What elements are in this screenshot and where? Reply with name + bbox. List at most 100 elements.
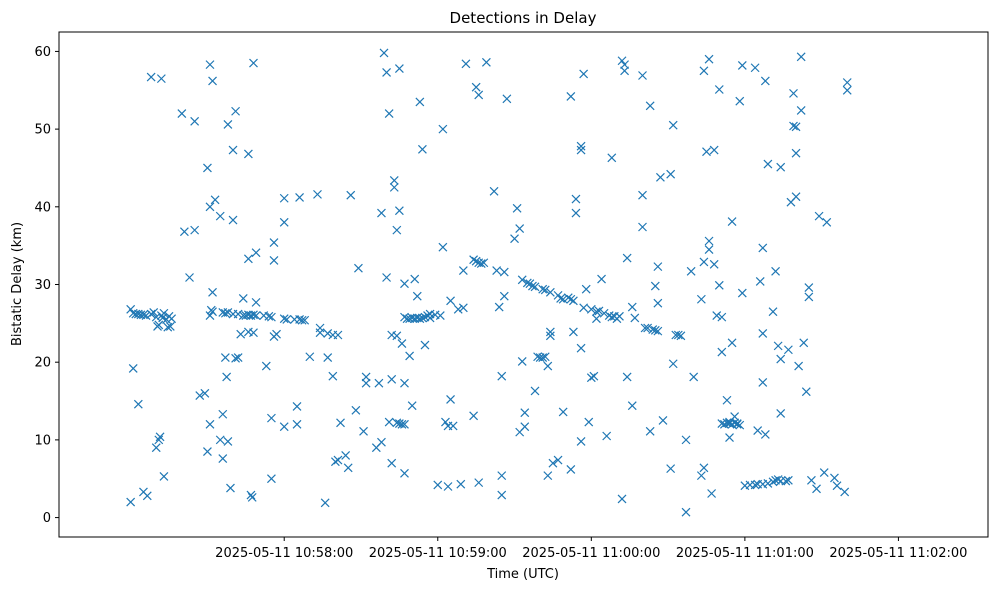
data-point <box>151 443 161 453</box>
data-point <box>300 315 310 325</box>
data-point <box>438 242 448 252</box>
data-point <box>643 323 653 333</box>
data-point <box>622 253 632 263</box>
data-point <box>563 293 573 303</box>
data-point <box>597 274 606 284</box>
data-point <box>441 417 450 427</box>
data-point <box>333 330 343 340</box>
data-point <box>146 309 156 319</box>
data-point <box>686 266 696 276</box>
data-point <box>323 329 333 338</box>
data-point <box>141 311 151 321</box>
data-point <box>725 433 734 442</box>
data-point <box>622 372 632 382</box>
data-point <box>206 305 216 315</box>
data-point <box>394 64 404 73</box>
data-point <box>343 463 353 473</box>
data-point <box>236 329 246 339</box>
data-point <box>392 225 402 235</box>
data-point <box>156 74 166 84</box>
data-point <box>627 302 637 312</box>
data-point <box>292 402 302 411</box>
data-point <box>681 435 691 445</box>
data-point <box>313 189 322 199</box>
data-point <box>481 57 491 67</box>
data-point <box>359 426 368 436</box>
data-point <box>666 169 676 179</box>
data-point <box>315 323 325 333</box>
data-point <box>190 225 200 235</box>
data-point <box>126 497 136 507</box>
data-point <box>568 327 578 337</box>
data-point <box>579 69 589 79</box>
data-point <box>497 371 507 381</box>
data-point <box>699 463 709 473</box>
data-point <box>458 303 468 313</box>
data-point <box>249 58 258 68</box>
data-point <box>717 347 727 357</box>
data-point <box>382 273 392 282</box>
data-point <box>415 314 425 324</box>
data-point <box>251 311 261 321</box>
data-point <box>709 259 719 269</box>
data-point <box>702 147 711 157</box>
data-point <box>412 291 422 301</box>
plot-area: 2025-05-11 10:58:00 2025-05-11 10:59:00 20… <box>34 31 989 561</box>
data-point <box>203 447 212 456</box>
data-point <box>592 314 601 324</box>
data-point <box>264 311 274 321</box>
data-point <box>791 148 801 158</box>
x-tick-label: 2025-05-11 11:00:00 <box>522 546 660 561</box>
data-point <box>377 208 386 218</box>
data-point <box>566 294 576 304</box>
data-point <box>471 256 481 266</box>
data-point <box>584 417 594 427</box>
data-point <box>804 283 814 293</box>
data-point <box>251 248 261 258</box>
data-point <box>233 353 243 362</box>
data-point <box>210 195 220 205</box>
data-point <box>645 101 655 111</box>
data-point <box>279 193 289 203</box>
data-point <box>543 471 553 481</box>
data-point <box>249 328 258 338</box>
data-points <box>126 48 852 517</box>
data-point <box>154 320 164 330</box>
data-point <box>630 313 640 323</box>
data-point <box>453 304 463 314</box>
data-point <box>231 353 241 363</box>
data-point <box>203 163 212 173</box>
data-point <box>806 475 816 485</box>
data-point <box>617 494 627 504</box>
data-point <box>773 341 783 351</box>
data-point <box>799 338 809 348</box>
x-tick-label: 2025-05-11 11:01:00 <box>676 546 814 561</box>
y-tick-label: 20 <box>34 356 51 371</box>
data-point <box>499 267 509 277</box>
data-point <box>796 52 806 62</box>
data-point <box>540 352 550 362</box>
data-point <box>400 279 409 289</box>
data-point <box>336 418 345 428</box>
data-point <box>545 331 555 341</box>
data-point <box>776 409 786 418</box>
data-point <box>545 327 555 337</box>
data-point <box>167 314 177 324</box>
data-point <box>351 405 361 415</box>
data-point <box>722 395 732 405</box>
data-point <box>223 120 233 129</box>
data-point <box>154 435 164 445</box>
data-point <box>794 361 804 371</box>
data-point <box>638 190 647 200</box>
data-point <box>474 478 484 488</box>
data-point <box>658 416 668 425</box>
data-point <box>538 353 548 362</box>
data-point <box>750 480 760 490</box>
y-axis-label: Bistatic Delay (km) <box>10 222 25 346</box>
data-point <box>783 345 793 355</box>
data-point <box>586 373 596 383</box>
data-point <box>814 211 824 221</box>
data-point <box>185 273 194 282</box>
data-point <box>223 308 233 317</box>
data-point <box>394 206 404 216</box>
